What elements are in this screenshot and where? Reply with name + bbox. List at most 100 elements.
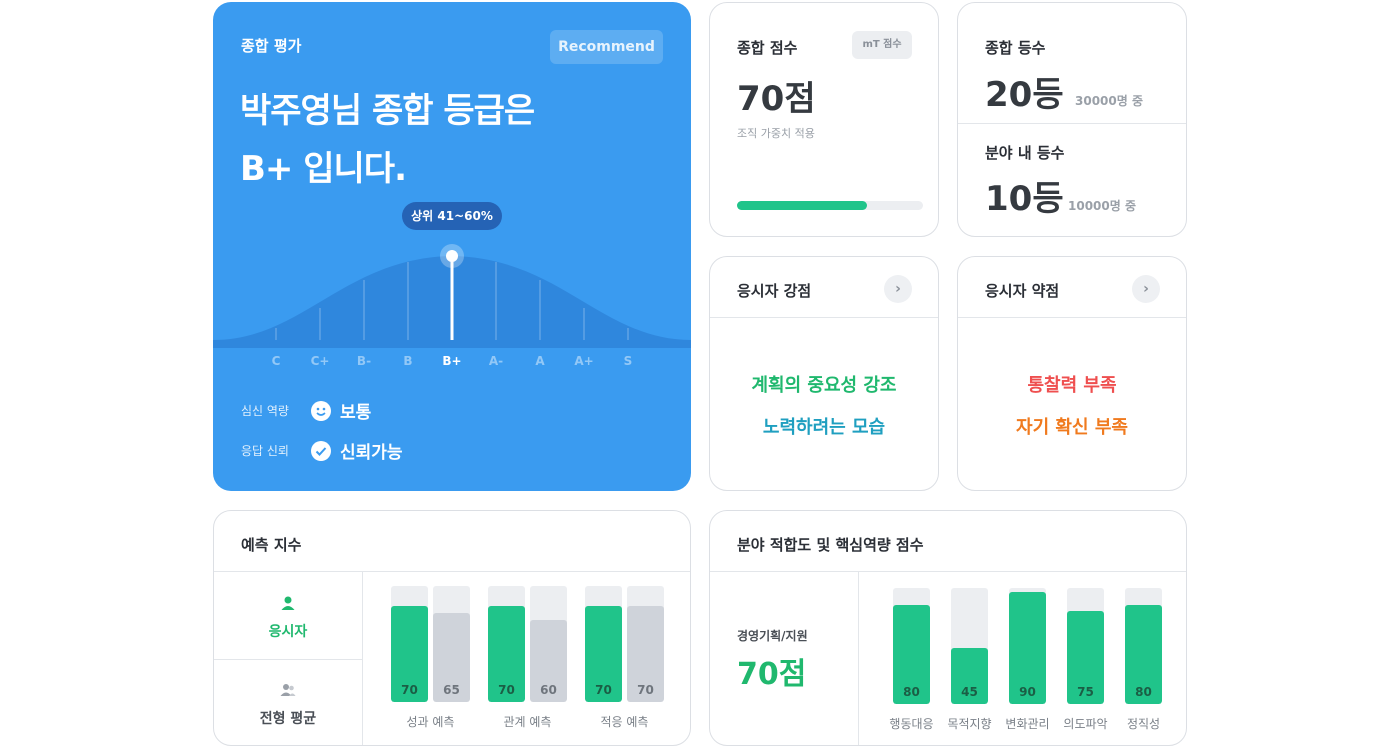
- smile-icon: [311, 400, 331, 421]
- reliability-value-row: 신뢰가능: [311, 438, 403, 463]
- prediction-divider: [214, 571, 690, 572]
- field-value: 70점: [737, 657, 807, 692]
- score-progress-fill: [737, 201, 868, 210]
- overall-label: 종합 평가: [241, 37, 302, 55]
- field-rank-of: 10000명 중: [1068, 199, 1137, 213]
- prediction-bar-track: 70: [585, 586, 622, 702]
- competency-bar-track: 75: [1067, 588, 1104, 704]
- reliability-label: 응답 신뢰: [241, 444, 289, 458]
- prediction-bar-track: 70: [391, 586, 428, 702]
- rank-card: 종합 등수 20등 30000명 중 분야 내 등수 10등 10000명 중: [957, 2, 1187, 237]
- score-title: 종합 점수: [737, 39, 798, 57]
- rank-divider: [958, 123, 1186, 124]
- field-rank-title: 분야 내 등수: [985, 144, 1065, 162]
- score-value: 70점: [737, 79, 816, 119]
- weaknesses-card: 응시자 약점 › 통찰력 부족 자기 확신 부족: [957, 256, 1187, 491]
- competency-bar-value: 80: [1135, 685, 1152, 699]
- prediction-bar-value: 70: [401, 683, 418, 697]
- field-rank-value: 10등: [985, 179, 1064, 219]
- prediction-bar-track: 70: [627, 586, 664, 702]
- grade-label: A+: [574, 354, 594, 368]
- prediction-side-divider: [214, 659, 362, 660]
- strength-item: 계획의 중요성 강조: [751, 375, 897, 396]
- rank-of: 30000명 중: [1075, 94, 1144, 108]
- weaknesses-title: 응시자 약점: [985, 282, 1060, 300]
- prediction-category-label: 적응 예측: [600, 715, 649, 729]
- candidate-tab[interactable]: 응시자: [214, 595, 362, 641]
- total-score-card: 종합 점수 mT 점수 70점 조직 가중치 적용: [709, 2, 939, 237]
- competency-bar-track: 80: [893, 588, 930, 704]
- mental-label: 심신 역량: [241, 404, 289, 418]
- check-circle-icon: [311, 440, 331, 461]
- competency-category-label: 행동대응: [889, 717, 934, 731]
- prediction-card: 예측 지수 응시자 전형 평균 70 65 성과 예측 70 60 관계 예측 70 70 적응…: [213, 510, 691, 746]
- competency-bar-value: 90: [1019, 685, 1036, 699]
- grade-label: B+: [442, 354, 462, 368]
- overall-evaluation-card: 종합 평가 Recommend 박주영님 종합 등급은 B+ 입니다. 상위 4…: [213, 2, 691, 491]
- field-job: 경영기획/지원: [737, 629, 808, 643]
- reliability-value: 신뢰가능: [340, 443, 403, 463]
- rank-title: 종합 등수: [985, 39, 1046, 57]
- prediction-bar-value: 70: [637, 683, 654, 697]
- strengths-card: 응시자 강점 › 계획의 중요성 강조 노력하려는 모습: [709, 256, 939, 491]
- competency-bar: [1067, 610, 1104, 704]
- prediction-bar: [627, 606, 664, 702]
- competency-bar-value: 80: [903, 685, 920, 699]
- competency-bar: [951, 648, 988, 704]
- prediction-bar-value: 70: [498, 683, 515, 697]
- grade-scale: C C+ B- B B+ A- A A+ S: [213, 354, 691, 374]
- distribution-curve: [213, 244, 691, 348]
- user-icon: [281, 596, 295, 610]
- grade-label: S: [623, 354, 633, 368]
- strengths-chevron-right-icon[interactable]: ›: [884, 275, 912, 303]
- prediction-bar-value: 60: [540, 683, 557, 697]
- prediction-bar: [585, 606, 622, 702]
- candidate-label: 응시자: [268, 624, 308, 640]
- recommend-button[interactable]: Recommend: [550, 30, 663, 64]
- competency-bar: [893, 604, 930, 704]
- prediction-vertical-divider: [362, 571, 363, 745]
- strengths-title: 응시자 강점: [737, 282, 812, 300]
- prediction-bar-value: 65: [443, 683, 460, 697]
- field-divider: [710, 571, 1186, 572]
- strength-item: 노력하려는 모습: [762, 417, 886, 438]
- average-tab[interactable]: 전형 평균: [214, 682, 362, 728]
- prediction-bar: [391, 606, 428, 702]
- prediction-bar: [530, 619, 567, 702]
- competency-category-label: 의도파악: [1063, 717, 1108, 731]
- field-fit-card: 분야 적합도 및 핵심역량 점수 경영기획/지원 70점 80 행동대응 45 목적지…: [709, 510, 1187, 746]
- grade-label: B-: [356, 354, 372, 368]
- competency-bar-track: 80: [1125, 588, 1162, 704]
- mt-score-chip[interactable]: mT 점수: [852, 31, 912, 59]
- headline-line2: B+ 입니다.: [240, 149, 407, 189]
- average-label: 전형 평균: [259, 711, 317, 727]
- prediction-bar-track: 70: [488, 586, 525, 702]
- prediction-bar: [433, 613, 470, 702]
- prediction-bar: [488, 606, 525, 702]
- weakness-item: 자기 확신 부족: [1016, 417, 1128, 438]
- grade-label: C+: [310, 354, 330, 368]
- grade-label: A-: [488, 354, 504, 368]
- rank-value: 20등: [985, 75, 1064, 115]
- competency-category-label: 정직성: [1126, 717, 1161, 731]
- competency-category-label: 목적지향: [947, 717, 992, 731]
- headline-line1: 박주영님 종합 등급은: [240, 91, 535, 131]
- competency-bar: [1125, 604, 1162, 704]
- weaknesses-chevron-right-icon[interactable]: ›: [1132, 275, 1160, 303]
- grade-label: B: [403, 354, 413, 368]
- competency-bar-track: 90: [1009, 588, 1046, 704]
- weaknesses-divider: [958, 317, 1186, 318]
- competency-bar-track: 45: [951, 588, 988, 704]
- prediction-bar-track: 65: [433, 586, 470, 702]
- percentile-badge: 상위 41~60%: [402, 202, 502, 230]
- grade-label: C: [271, 354, 281, 368]
- prediction-category-label: 성과 예측: [406, 715, 455, 729]
- prediction-category-label: 관계 예측: [503, 715, 552, 729]
- prediction-bar-value: 70: [595, 683, 612, 697]
- field-title: 분야 적합도 및 핵심역량 점수: [737, 536, 924, 554]
- competency-bar-value: 75: [1077, 685, 1094, 699]
- score-note: 조직 가중치 적용: [737, 127, 815, 140]
- competency-category-label: 변화관리: [1005, 717, 1050, 731]
- competency-bar-value: 45: [961, 685, 978, 699]
- strengths-divider: [710, 317, 938, 318]
